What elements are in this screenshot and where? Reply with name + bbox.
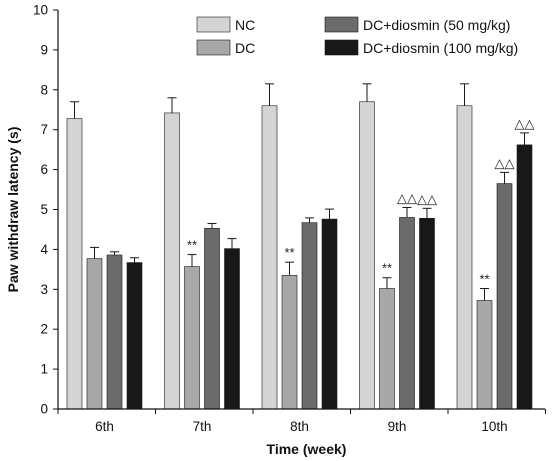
bar-nc-7th [164, 112, 180, 410]
y-tick-label-6: 6 [40, 162, 48, 177]
significance-mark-dc-diosmin-100-mg-kg-10th: △△ [515, 116, 535, 131]
y-tick-label-9: 9 [40, 42, 48, 57]
bar-dc-6th [86, 258, 103, 410]
legend-label-dc: DC [235, 40, 255, 56]
axes: 0 1 2 3 4 5 6 7 8 9 10 6th 7th 8th 9th 10th [33, 3, 546, 434]
y-tick-label-10: 10 [33, 3, 48, 18]
bar-dc-7th [184, 266, 200, 410]
significance-mark-dc-diosmin-100-mg-kg-9th: △△ [417, 191, 437, 206]
y-tick-label-8: 8 [40, 82, 48, 97]
legend-swatch-dc-diosmin-50-mg-kg [324, 16, 359, 33]
bar-dc-diosmin-50-mg-kg-7th [204, 227, 220, 410]
annotations-layer: ********△△ △△△△△△ [187, 116, 535, 287]
significance-mark-dc-10th: ** [479, 272, 489, 287]
bar-nc-9th [359, 101, 375, 410]
bar-dc-diosmin-100-mg-kg-6th [126, 262, 143, 410]
bar-dc-diosmin-100-mg-kg-9th [419, 217, 435, 410]
bar-nc-6th [66, 118, 83, 410]
legend-label-dc-diosmin-50-mg-kg: DC+diosmin (50 mg/kg) [363, 17, 510, 33]
y-tick-label-4: 4 [40, 242, 48, 257]
legend: NC DC DC+diosmin (50 mg/kg) DC+diosmin (100… [196, 16, 518, 56]
x-tick-label-8th: 8th [290, 419, 309, 434]
bar-nc-8th [261, 105, 278, 410]
significance-mark-dc-7th: ** [187, 238, 197, 253]
y-tick-label-0: 0 [40, 402, 48, 417]
x-tick-label-9th: 9th [388, 419, 407, 434]
x-tick-label-7th: 7th [193, 419, 212, 434]
legend-label-dc-diosmin-100-mg-kg: DC+diosmin (100 mg/kg) [363, 40, 518, 56]
significance-mark-dc-9th: ** [382, 261, 392, 276]
x-tick-label-6th: 6th [95, 419, 114, 434]
bar-dc-diosmin-100-mg-kg-7th [224, 248, 240, 410]
bar-dc-diosmin-50-mg-kg-9th [399, 217, 415, 410]
legend-swatch-dc-diosmin-100-mg-kg [324, 39, 359, 56]
significance-mark-dc-8th: ** [284, 245, 294, 260]
y-tick-label-7: 7 [40, 122, 48, 137]
bars-layer [66, 83, 533, 410]
legend-swatch-dc [196, 39, 231, 56]
legend-label-nc: NC [235, 17, 255, 33]
legend-swatch-nc [196, 16, 231, 33]
bar-dc-8th [281, 275, 298, 410]
y-axis-title: Paw withdraw latency (s) [5, 127, 21, 293]
significance-mark-dc-diosmin-50-mg-kg-9th: △△ [397, 191, 417, 206]
y-tick-label-3: 3 [40, 282, 48, 297]
x-axis-title: Time (week) [267, 441, 347, 457]
bar-nc-10th [456, 105, 473, 410]
bar-dc-diosmin-50-mg-kg-10th [496, 183, 513, 410]
bar-dc-diosmin-50-mg-kg-6th [106, 254, 123, 410]
bar-dc-9th [379, 288, 395, 410]
x-tick-label-10th: 10th [481, 419, 507, 434]
significance-mark-dc-diosmin-50-mg-kg-10th: △△ [495, 155, 515, 170]
bar-dc-10th [476, 300, 493, 410]
bar-dc-diosmin-100-mg-kg-10th [516, 144, 533, 410]
y-tick-label-1: 1 [40, 362, 48, 377]
y-tick-label-2: 2 [40, 322, 48, 337]
bar-dc-diosmin-50-mg-kg-8th [301, 222, 318, 410]
bar-dc-diosmin-100-mg-kg-8th [321, 218, 338, 410]
y-tick-label-5: 5 [40, 202, 48, 217]
